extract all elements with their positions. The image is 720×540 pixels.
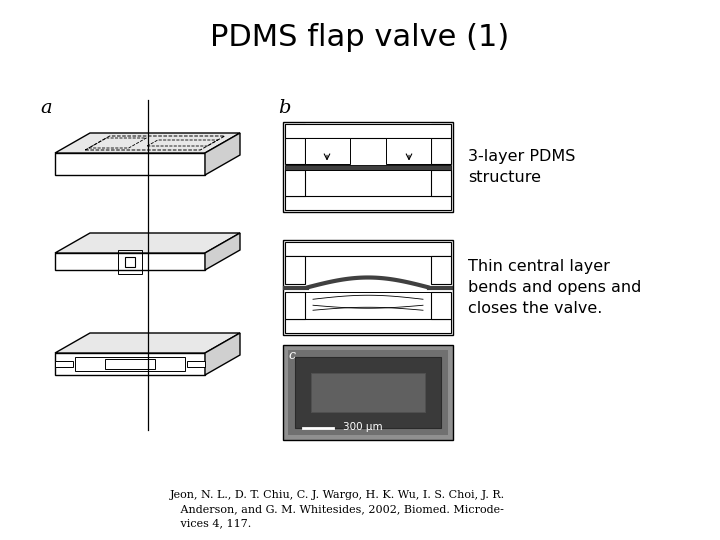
Bar (283, 345, 453, 440)
Polygon shape (55, 333, 240, 353)
Bar (311, 373, 425, 412)
Bar (283, 122, 453, 212)
Text: b: b (278, 99, 290, 117)
Polygon shape (205, 333, 240, 375)
Polygon shape (55, 233, 240, 253)
Text: c: c (288, 349, 295, 362)
Bar (305, 170, 431, 196)
Polygon shape (55, 253, 205, 270)
Bar (285, 319, 451, 333)
Bar (431, 124, 451, 164)
Bar (285, 124, 305, 164)
Polygon shape (55, 153, 205, 175)
Bar (125, 256, 135, 267)
Bar (295, 357, 441, 428)
Bar (75, 357, 185, 371)
Bar (285, 165, 451, 170)
Text: a: a (40, 99, 52, 117)
Text: PDMS flap valve (1): PDMS flap valve (1) (210, 24, 510, 52)
Bar (105, 359, 155, 369)
Bar (431, 256, 451, 284)
Bar (285, 170, 305, 196)
Bar (305, 292, 431, 319)
Bar (283, 240, 453, 335)
Text: 3-layer PDMS
structure: 3-layer PDMS structure (468, 149, 575, 185)
Bar (285, 292, 305, 319)
Bar (305, 138, 350, 164)
Bar (285, 124, 451, 138)
Bar (288, 350, 448, 435)
Polygon shape (205, 133, 240, 175)
Bar (305, 170, 431, 196)
Bar (285, 256, 305, 284)
Polygon shape (55, 133, 240, 153)
Bar (187, 361, 205, 367)
Bar (285, 242, 451, 256)
Bar (431, 292, 451, 319)
Text: Jeon, N. L., D. T. Chiu, C. J. Wargo, H. K. Wu, I. S. Choi, J. R.
   Anderson, a: Jeon, N. L., D. T. Chiu, C. J. Wargo, H.… (170, 490, 505, 528)
Bar (386, 138, 431, 164)
Text: Thin central layer
bends and opens and
closes the valve.: Thin central layer bends and opens and c… (468, 259, 642, 316)
Bar (285, 196, 451, 210)
Text: 300 μm: 300 μm (343, 422, 383, 432)
Bar (55, 361, 73, 367)
Polygon shape (55, 353, 205, 375)
Bar (431, 170, 451, 196)
Polygon shape (205, 233, 240, 270)
Bar (118, 249, 142, 273)
